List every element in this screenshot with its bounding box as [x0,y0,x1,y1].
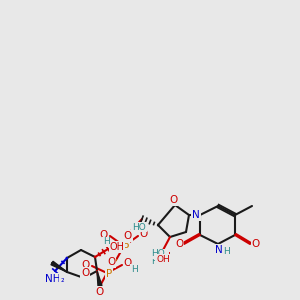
Text: O: O [107,257,115,267]
Text: P: P [106,269,112,279]
Text: H: H [151,256,158,266]
Text: O: O [81,268,89,278]
Polygon shape [51,261,67,272]
Text: OH: OH [110,242,124,252]
Text: O: O [252,239,260,249]
Text: H: H [223,247,230,256]
Text: O: O [95,287,103,297]
Text: O: O [124,258,132,268]
Text: O: O [175,239,183,249]
Text: O: O [82,260,90,270]
Polygon shape [97,271,102,286]
Text: O: O [140,229,148,239]
Text: HO: HO [151,250,165,259]
Text: O: O [100,230,108,240]
Text: ₂: ₂ [60,274,64,284]
Polygon shape [189,212,200,217]
Text: N: N [215,245,223,255]
Text: O: O [169,195,177,205]
Text: H: H [103,238,110,247]
Text: H: H [130,265,137,274]
Text: O: O [158,256,164,266]
Text: OH: OH [157,252,172,262]
Text: OH: OH [156,254,170,263]
Text: HO: HO [132,223,146,232]
Text: O: O [124,231,132,241]
Text: P: P [123,243,129,253]
Text: NH: NH [45,274,61,284]
Text: N: N [192,210,200,220]
